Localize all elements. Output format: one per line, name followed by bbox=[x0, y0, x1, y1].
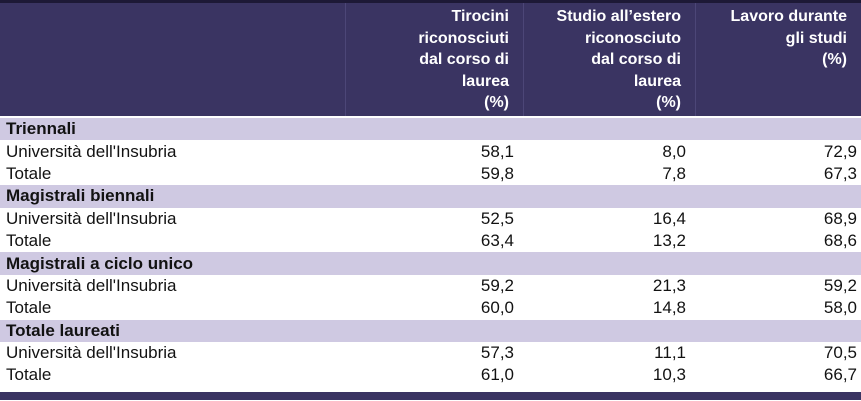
table-row: Università dell'Insubria 57,3 11,1 70,5 bbox=[0, 341, 861, 365]
value-cell: 61,0 bbox=[480, 365, 514, 385]
value-cell: 58,1 bbox=[480, 141, 514, 161]
column-header-studio-estero: Studio all’estero riconosciuto dal corso… bbox=[523, 3, 695, 116]
row-label: Totale bbox=[6, 365, 52, 385]
section-title: Magistrali a ciclo unico bbox=[6, 253, 194, 273]
value-cell: 58,0 bbox=[823, 298, 857, 318]
table-bottom-border bbox=[0, 391, 861, 400]
value-cell: 63,4 bbox=[480, 231, 514, 251]
row-label: Totale bbox=[6, 298, 52, 318]
value-cell: 72,9 bbox=[823, 141, 857, 161]
column-header-tirocini: Tirocini riconosciuti dal corso di laure… bbox=[345, 3, 523, 116]
value-cell: 59,2 bbox=[480, 275, 514, 295]
table-row: Università dell'Insubria 58,1 8,0 72,9 bbox=[0, 140, 861, 163]
table-row: Totale 61,0 10,3 66,7 bbox=[0, 364, 861, 387]
value-cell: 67,3 bbox=[823, 163, 857, 183]
value-cell: 70,5 bbox=[823, 343, 857, 363]
section-header-totale-laureati: Totale laureati bbox=[0, 319, 861, 342]
value-cell: 57,3 bbox=[480, 343, 514, 363]
table-row: Università dell'Insubria 52,5 16,4 68,9 bbox=[0, 207, 861, 230]
value-cell: 52,5 bbox=[480, 208, 514, 228]
value-cell: 7,8 bbox=[662, 163, 686, 183]
row-label: Università dell'Insubria bbox=[6, 208, 177, 228]
value-cell: 60,0 bbox=[480, 298, 514, 318]
row-label: Università dell'Insubria bbox=[6, 141, 177, 161]
value-cell: 14,8 bbox=[652, 298, 686, 318]
row-label: Università dell'Insubria bbox=[6, 275, 177, 295]
row-label: Totale bbox=[6, 231, 52, 251]
column-header-lavoro: Lavoro durante gli studi (%) bbox=[695, 3, 861, 116]
value-cell: 11,1 bbox=[654, 343, 686, 363]
table-row: Totale 63,4 13,2 68,6 bbox=[0, 229, 861, 253]
table-header-row: Tirocini riconosciuti dal corso di laure… bbox=[0, 0, 861, 118]
value-cell: 68,9 bbox=[823, 208, 857, 228]
value-cell: 59,2 bbox=[823, 275, 857, 295]
value-cell: 68,6 bbox=[823, 231, 857, 251]
section-header-magistrali-biennali: Magistrali biennali bbox=[0, 185, 861, 208]
value-cell: 59,8 bbox=[480, 163, 514, 183]
bottom-gap bbox=[0, 386, 861, 392]
table-row: Totale 59,8 7,8 67,3 bbox=[0, 162, 861, 186]
section-title: Totale laureati bbox=[6, 320, 120, 340]
section-title: Triennali bbox=[6, 119, 76, 139]
value-cell: 13,2 bbox=[652, 231, 686, 251]
value-cell: 10,3 bbox=[652, 365, 686, 385]
column-header-empty bbox=[0, 3, 345, 116]
table-row: Università dell'Insubria 59,2 21,3 59,2 bbox=[0, 274, 861, 298]
section-header-magistrali-ciclo-unico: Magistrali a ciclo unico bbox=[0, 252, 861, 275]
value-cell: 66,7 bbox=[823, 365, 857, 385]
table-row: Totale 60,0 14,8 58,0 bbox=[0, 297, 861, 320]
value-cell: 16,4 bbox=[652, 208, 686, 228]
value-cell: 21,3 bbox=[652, 275, 686, 295]
row-label: Totale bbox=[6, 163, 52, 183]
section-header-triennali: Triennali bbox=[0, 118, 861, 141]
value-cell: 8,0 bbox=[662, 141, 686, 161]
row-label: Università dell'Insubria bbox=[6, 343, 177, 363]
section-title: Magistrali biennali bbox=[6, 186, 155, 206]
